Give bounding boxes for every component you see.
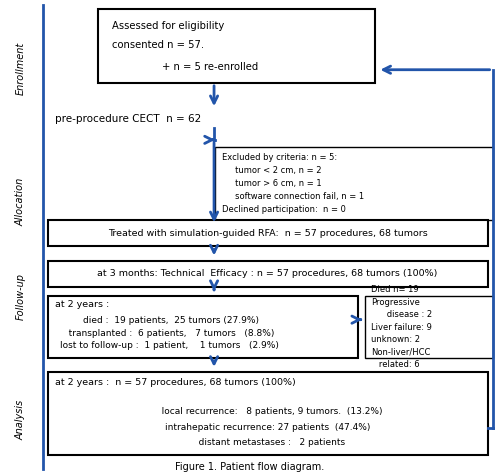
Text: Treated with simulation-guided RFA:  n = 57 procedures, 68 tumors: Treated with simulation-guided RFA: n = … [108, 229, 428, 238]
FancyBboxPatch shape [48, 220, 488, 246]
Text: transplanted :  6 patients,   7 tumors   (8.8%): transplanted : 6 patients, 7 tumors (8.8… [60, 329, 274, 337]
Text: local recurrence:   8 patients, 9 tumors.  (13.2%): local recurrence: 8 patients, 9 tumors. … [153, 408, 382, 416]
Text: intrahepatic recurrence: 27 patients  (47.4%): intrahepatic recurrence: 27 patients (47… [165, 423, 370, 432]
Text: + n = 5 re-enrolled: + n = 5 re-enrolled [162, 62, 259, 72]
FancyBboxPatch shape [365, 296, 492, 358]
Text: Excluded by criteria: n = 5:
     tumor < 2 cm, n = 2
     tumor > 6 cm, n = 1
 : Excluded by criteria: n = 5: tumor < 2 c… [222, 154, 364, 214]
Text: Figure 1. Patient flow diagram.: Figure 1. Patient flow diagram. [176, 462, 324, 472]
Text: died :  19 patients,  25 tumors (27.9%): died : 19 patients, 25 tumors (27.9%) [60, 317, 259, 325]
FancyBboxPatch shape [215, 147, 492, 220]
FancyBboxPatch shape [48, 372, 488, 455]
Text: Allocation: Allocation [16, 177, 26, 226]
FancyBboxPatch shape [98, 9, 375, 83]
Text: Assessed for eligibility: Assessed for eligibility [112, 21, 225, 31]
Text: at 2 years :: at 2 years : [55, 301, 109, 309]
Text: consented n = 57.: consented n = 57. [112, 40, 204, 50]
Text: Analysis: Analysis [16, 400, 26, 439]
Text: at 2 years :  n = 57 procedures, 68 tumors (100%): at 2 years : n = 57 procedures, 68 tumor… [55, 378, 296, 387]
Text: lost to follow-up :  1 patient,    1 tumors   (2.9%): lost to follow-up : 1 patient, 1 tumors … [60, 341, 279, 350]
Text: Enrollment: Enrollment [16, 42, 26, 95]
FancyBboxPatch shape [48, 261, 488, 287]
Text: Follow-up: Follow-up [16, 273, 26, 320]
FancyBboxPatch shape [48, 296, 358, 358]
Text: distant metastases :   2 patients: distant metastases : 2 patients [190, 438, 345, 447]
Text: Died n= 19
Progressive
      disease : 2
Liver failure: 9
unknown: 2
Non-liver/H: Died n= 19 Progressive disease : 2 Liver… [371, 285, 432, 369]
Text: at 3 months: Technical  Efficacy : n = 57 procedures, 68 tumors (100%): at 3 months: Technical Efficacy : n = 57… [98, 269, 437, 278]
Text: pre-procedure CECT  n = 62: pre-procedure CECT n = 62 [55, 113, 201, 124]
